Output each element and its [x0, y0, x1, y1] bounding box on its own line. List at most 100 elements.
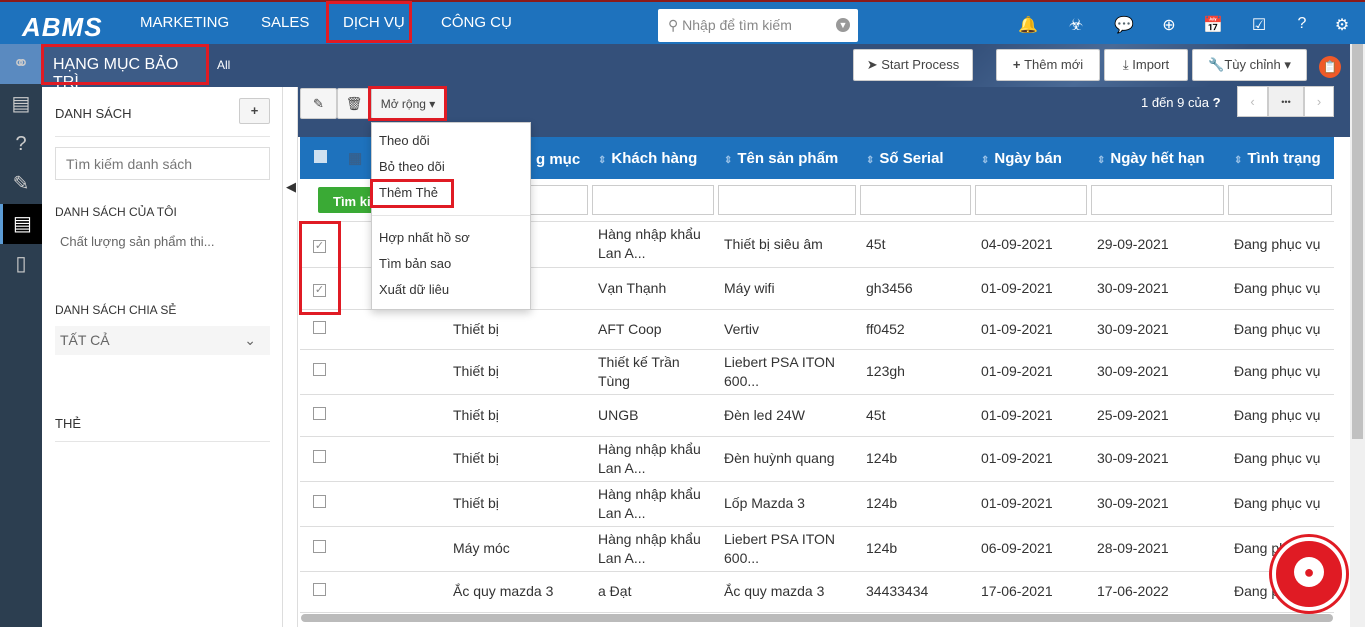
- divider: [55, 136, 270, 137]
- clipboard-icon[interactable]: 📋: [1319, 56, 1341, 78]
- biohazard-icon[interactable]: ☣: [1068, 17, 1084, 34]
- delete-button[interactable]: 🗑: [337, 88, 371, 119]
- menu-find-duplicates[interactable]: Tìm bản sao: [379, 256, 452, 271]
- col-expiry-date[interactable]: ⇕ Ngày hết hạn: [1089, 137, 1226, 179]
- cell-customer: Hàng nhập khẩu Lan A...: [590, 436, 716, 482]
- cell-status: Đang phục vụ: [1226, 221, 1334, 268]
- menu-follow[interactable]: Theo dõi: [379, 133, 430, 148]
- menu-merge-records[interactable]: Hợp nhất hồ sơ: [379, 230, 470, 245]
- horizontal-scrollbar[interactable]: [301, 614, 1333, 622]
- cell-sold-date: 01-09-2021: [973, 394, 1089, 437]
- cell-serial: gh3456: [858, 267, 973, 310]
- filter-product[interactable]: [718, 184, 856, 215]
- cell-sold-date: 01-09-2021: [973, 349, 1089, 395]
- row-checkbox[interactable]: [313, 540, 326, 553]
- shared-list-select[interactable]: TẤT CẢ ⌄: [55, 326, 270, 355]
- row-checkbox[interactable]: ✓: [313, 239, 326, 253]
- cell-status: Đang phục vụ: [1226, 481, 1334, 527]
- menu-divider: [372, 215, 530, 216]
- cell-customer: Thiết kế Trần Tùng: [590, 349, 716, 395]
- question-book-icon[interactable]: ?: [15, 133, 27, 155]
- scrollbar-thumb[interactable]: [1352, 44, 1363, 439]
- menu-add-tag[interactable]: Thêm Thẻ: [379, 185, 439, 200]
- search-icon: ⚲: [668, 17, 683, 33]
- next-page-button[interactable]: ›: [1304, 86, 1334, 117]
- filter-customer[interactable]: [592, 184, 714, 215]
- filter-serial[interactable]: [860, 184, 971, 215]
- mobile-chat-icon[interactable]: ▯: [15, 253, 27, 275]
- table-row[interactable]: Thiết bị Thiết kế Trần Tùng Liebert PSA IT…: [300, 349, 1334, 395]
- table-row[interactable]: Thiết bị Hàng nhập khẩu Lan A... Lốp Mazda…: [300, 481, 1334, 527]
- chat-support-button[interactable]: ●: [1272, 537, 1346, 611]
- nav-sales[interactable]: SALES: [261, 14, 310, 31]
- start-process-button[interactable]: ➤ Start Process: [853, 49, 973, 81]
- bell-icon[interactable]: 🔔: [1018, 17, 1038, 34]
- row-checkbox[interactable]: [313, 583, 326, 596]
- cell-sold-date: 01-09-2021: [973, 436, 1089, 482]
- col-product[interactable]: ⇕ Tên sản phẩm: [716, 137, 858, 179]
- filter-status[interactable]: [1228, 184, 1332, 215]
- edit-form-icon[interactable]: ✎: [12, 173, 30, 195]
- cell-sold-date: 04-09-2021: [973, 221, 1089, 268]
- col-sold-date[interactable]: ⇕ Ngày bán: [973, 137, 1089, 179]
- settings-icon[interactable]: ⚙: [1334, 17, 1350, 34]
- table-row[interactable]: Máy móc Hàng nhập khẩu Lan A... Liebert PS…: [300, 526, 1334, 572]
- highlight-nav: [326, 1, 412, 43]
- row-checkbox[interactable]: ✓: [313, 283, 326, 297]
- more-dropdown-menu: Theo dõi Bỏ theo dõi Thêm Thẻ Hợp nhất h…: [371, 122, 531, 310]
- cell-serial: 124b: [858, 526, 973, 572]
- nav-dich-vu[interactable]: DỊCH VỤ: [343, 14, 405, 31]
- help-icon[interactable]: ?: [1297, 15, 1307, 32]
- tickets-icon[interactable]: ▤: [11, 93, 31, 115]
- add-list-button[interactable]: +: [239, 98, 270, 124]
- table-row[interactable]: ✓ Hàng nhập khẩu Lan A... Thiết bị siêu âm…: [300, 221, 1334, 268]
- cabinet-icon[interactable]: ▤: [0, 204, 42, 244]
- filter-expiry-date[interactable]: [1091, 184, 1224, 215]
- prev-page-button[interactable]: ‹: [1237, 86, 1268, 117]
- filter-all[interactable]: All: [217, 58, 231, 72]
- filter-sold-date[interactable]: [975, 184, 1087, 215]
- cell-expiry-date: 30-09-2021: [1089, 349, 1226, 395]
- calendar-icon[interactable]: 📅: [1203, 17, 1223, 34]
- row-checkbox[interactable]: [313, 406, 326, 420]
- col-customer[interactable]: ⇕ Khách hàng: [590, 137, 716, 179]
- chat-icon[interactable]: 💬: [1114, 17, 1134, 34]
- lifebuoy-icon[interactable]: ⚭: [0, 44, 42, 84]
- table-row[interactable]: Thiết bị AFT Coop Vertiv ff0452 01-09-2021 30…: [300, 309, 1334, 350]
- table-row[interactable]: Thiết bị UNGB Đèn led 24W 45t 01-09-2021 25-0…: [300, 394, 1334, 437]
- select-all-checkbox[interactable]: [300, 137, 340, 179]
- row-checkbox[interactable]: [313, 363, 326, 376]
- plus-circle-icon[interactable]: ⊕: [1162, 17, 1176, 34]
- cell-serial: ff0452: [858, 309, 973, 350]
- list-search-input[interactable]: Tìm kiếm danh sách: [55, 147, 270, 180]
- chevron-left-icon[interactable]: ◀: [286, 179, 296, 194]
- col-status[interactable]: ⇕ Tình trạng: [1226, 137, 1334, 179]
- col-category-label[interactable]: g mục: [536, 151, 581, 168]
- menu-export-data[interactable]: Xuất dữ liêu: [379, 282, 450, 297]
- col-serial[interactable]: ⇕ Số Serial: [858, 137, 973, 179]
- global-search-input[interactable]: ⚲ Nhập để tìm kiếm ▼: [658, 9, 858, 42]
- cell-product: Thiết bị siêu âm: [716, 221, 858, 268]
- add-new-button[interactable]: + Thêm mới: [996, 49, 1100, 81]
- customize-button[interactable]: 🔧Tùy chỉnh ▾: [1192, 49, 1307, 81]
- pagination-info: 1 đến 9 của ?: [1141, 95, 1221, 110]
- nav-marketing[interactable]: MARKETING: [140, 14, 230, 31]
- table-row[interactable]: Thiết bị Hàng nhập khẩu Lan A... Đèn huỳnh…: [300, 436, 1334, 482]
- row-checkbox[interactable]: [313, 495, 326, 508]
- page-ellipsis[interactable]: •••: [1268, 86, 1304, 117]
- edit-button[interactable]: ✎: [300, 88, 337, 119]
- nav-cong-cu[interactable]: CÔNG CỤ: [441, 14, 512, 31]
- row-checkbox[interactable]: [313, 320, 326, 334]
- checkbox-icon[interactable]: ☑: [1251, 17, 1267, 34]
- menu-unfollow[interactable]: Bỏ theo dõi: [379, 159, 445, 174]
- cell-product: Vertiv: [716, 309, 858, 350]
- cell-customer: Vạn Thạnh: [590, 267, 716, 310]
- row-checkbox[interactable]: [313, 450, 326, 463]
- import-button[interactable]: ⤓ Import: [1104, 49, 1188, 81]
- chevron-down-icon[interactable]: ▼: [836, 18, 850, 32]
- my-list-item[interactable]: Chất lượng sản phẩm thi...: [60, 234, 215, 249]
- plus-icon: +: [1012, 57, 1025, 72]
- cell-category: Ắc quy mazda 3: [445, 571, 590, 613]
- logo[interactable]: ABMS: [22, 12, 103, 42]
